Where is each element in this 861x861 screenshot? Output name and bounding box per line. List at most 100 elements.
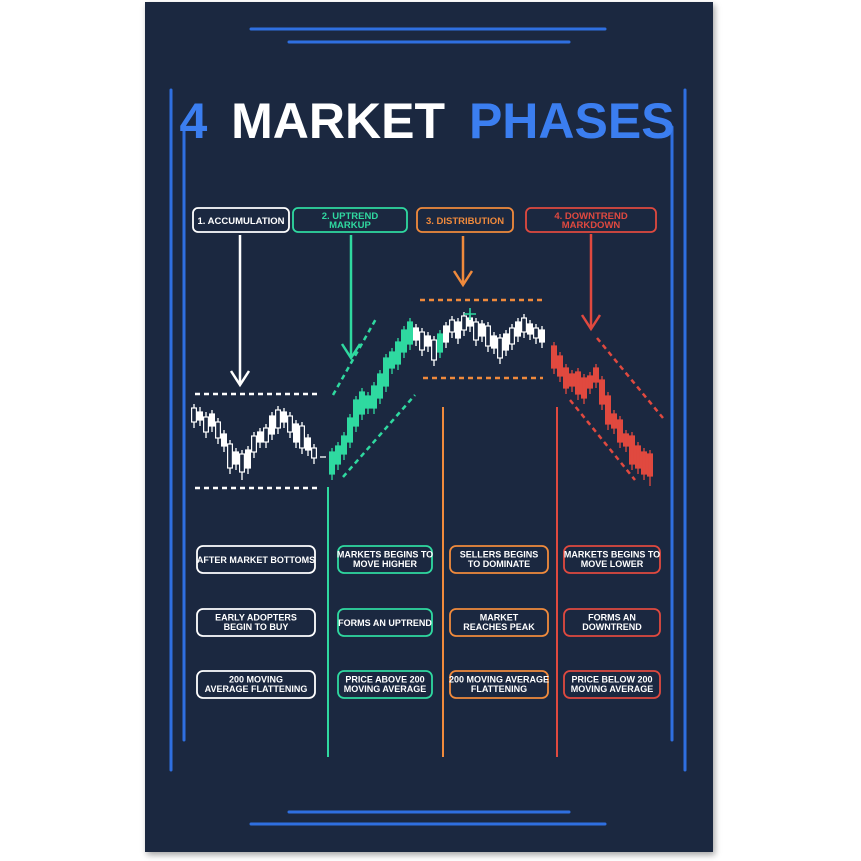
candlestick: [226, 440, 233, 474]
poster-canvas: 4 MARKET PHASES 1. ACCUMULATION 2. UPTREN…: [145, 2, 713, 852]
phase-label-text: 4. DOWNTREND: [554, 211, 628, 222]
description-text: DOWNTREND: [582, 622, 642, 632]
description-text: AVERAGE FLATTENING: [205, 684, 308, 694]
candlestick: [347, 414, 354, 448]
description-text: 200 MOVING: [229, 675, 283, 685]
description-text: FORMS AN UPTREND: [338, 618, 432, 628]
title-word-market: MARKET: [231, 93, 445, 149]
candlestick: [497, 334, 504, 364]
candlestick: [581, 374, 588, 404]
candlestick: [220, 430, 227, 452]
candlestick: [389, 348, 396, 374]
uptrend-lower-channel: [342, 394, 416, 478]
candlestick: [605, 392, 612, 430]
candlestick: [365, 392, 372, 414]
candlestick: [503, 330, 510, 356]
candlestick: [431, 336, 438, 366]
candlestick: [190, 404, 197, 428]
candlestick: [527, 320, 534, 340]
candlestick: [413, 324, 420, 346]
candlestick: [407, 318, 414, 350]
candlestick: [208, 410, 215, 432]
description-text: MOVING AVERAGE: [344, 684, 427, 694]
candlestick: [305, 434, 312, 456]
candlestick: [617, 416, 624, 448]
candlestick: [593, 364, 600, 388]
candlestick: [371, 382, 378, 414]
phase-label-text: MARKUP: [329, 220, 371, 231]
candlestick: [473, 318, 480, 346]
candlestick: [275, 406, 282, 434]
candlestick: [437, 330, 444, 358]
description-box-uptrend: FORMS AN UPTREND: [337, 608, 433, 637]
title-number: 4: [179, 93, 207, 149]
candlestick: [521, 314, 528, 338]
phase-label-accumulation: 1. ACCUMULATION: [192, 207, 290, 233]
description-text: AFTER MARKET BOTTOMS: [197, 555, 315, 565]
candlestick: [575, 368, 582, 400]
candlestick: [353, 396, 360, 432]
candlestick: [383, 354, 390, 392]
downtrend-arrow-icon: [580, 234, 602, 332]
candlestick: [629, 432, 636, 470]
candlestick: [587, 372, 594, 394]
candlestick: [449, 316, 456, 338]
candlestick: [232, 448, 239, 470]
candlestick: [335, 442, 342, 470]
candlestick: [256, 428, 263, 448]
candlestick: [425, 332, 432, 352]
description-text: PRICE BELOW 200: [571, 675, 652, 685]
candlestick: [359, 388, 366, 420]
candlestick: [341, 432, 348, 460]
candlestick: [377, 370, 384, 404]
candlestick: [281, 408, 288, 428]
description-box-accumulation: AFTER MARKET BOTTOMS: [196, 545, 316, 574]
candlestick: [311, 444, 318, 464]
description-text: PRICE ABOVE 200: [345, 675, 424, 685]
candlestick: [479, 320, 486, 342]
candlestick: [455, 318, 462, 344]
phase-label-distribution: 3. DISTRIBUTION: [416, 207, 514, 233]
candlestick: [329, 448, 336, 480]
candlestick: [641, 448, 648, 480]
candlestick: [244, 446, 251, 474]
title-word-phases: PHASES: [469, 93, 675, 149]
distribution-arrow-icon: [452, 236, 474, 288]
description-text: 200 MOVING AVERAGE: [449, 675, 549, 685]
description-text: MOVING AVERAGE: [571, 684, 654, 694]
range-dashed-lines: [195, 298, 664, 490]
candlestick: [293, 420, 300, 448]
candlestick: [539, 326, 546, 348]
candlestick: [461, 312, 468, 336]
candlestick: [262, 424, 269, 448]
description-text: BEGIN TO BUY: [224, 622, 289, 632]
description-text: FORMS AN: [588, 613, 636, 623]
candlestick: [599, 376, 606, 410]
candlestick: [196, 407, 203, 426]
candlestick: [515, 318, 522, 342]
candlestick: [557, 352, 564, 382]
uptrend-upper-channel: [331, 316, 379, 396]
candlestick: [647, 450, 654, 486]
phase-label-text: 2. UPTREND: [322, 211, 379, 222]
poster-title: 4 MARKET PHASES: [179, 93, 674, 149]
candlestick: [491, 332, 498, 354]
candlestick: [443, 322, 450, 348]
candlestick: [635, 442, 642, 474]
uptrend-arrow-icon: [340, 235, 362, 361]
phase-arrows: [229, 234, 602, 388]
description-text: MARKETS BEGINS TO: [564, 550, 660, 560]
candlestick: [563, 364, 570, 394]
description-text: MARKETS BEGINS TO: [337, 550, 433, 560]
